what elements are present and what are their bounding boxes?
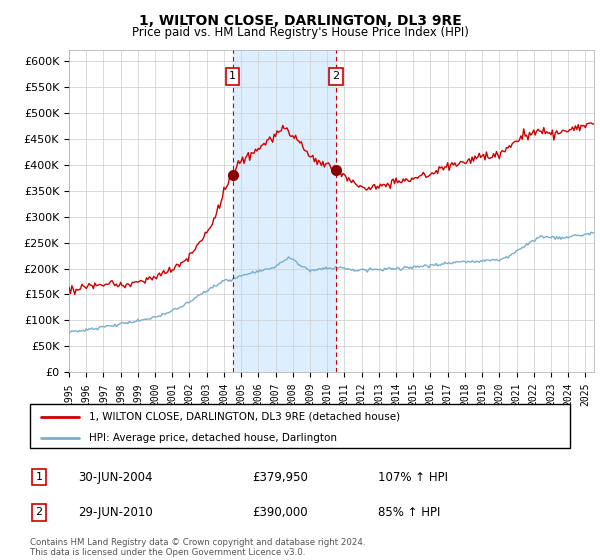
Text: Price paid vs. HM Land Registry's House Price Index (HPI): Price paid vs. HM Land Registry's House … bbox=[131, 26, 469, 39]
Text: 2: 2 bbox=[332, 71, 340, 81]
Text: £379,950: £379,950 bbox=[252, 470, 308, 484]
Text: 2: 2 bbox=[35, 507, 43, 517]
FancyBboxPatch shape bbox=[30, 404, 570, 448]
Text: 107% ↑ HPI: 107% ↑ HPI bbox=[378, 470, 448, 484]
Text: 85% ↑ HPI: 85% ↑ HPI bbox=[378, 506, 440, 519]
Text: £390,000: £390,000 bbox=[252, 506, 308, 519]
Text: 1: 1 bbox=[229, 71, 236, 81]
Text: 1, WILTON CLOSE, DARLINGTON, DL3 9RE: 1, WILTON CLOSE, DARLINGTON, DL3 9RE bbox=[139, 14, 461, 28]
Text: 30-JUN-2004: 30-JUN-2004 bbox=[78, 470, 152, 484]
Text: 1: 1 bbox=[35, 472, 43, 482]
Text: 29-JUN-2010: 29-JUN-2010 bbox=[78, 506, 153, 519]
Text: HPI: Average price, detached house, Darlington: HPI: Average price, detached house, Darl… bbox=[89, 433, 337, 444]
Bar bbox=[233, 50, 336, 372]
Text: Contains HM Land Registry data © Crown copyright and database right 2024.
This d: Contains HM Land Registry data © Crown c… bbox=[30, 538, 365, 557]
Text: 1, WILTON CLOSE, DARLINGTON, DL3 9RE (detached house): 1, WILTON CLOSE, DARLINGTON, DL3 9RE (de… bbox=[89, 412, 401, 422]
